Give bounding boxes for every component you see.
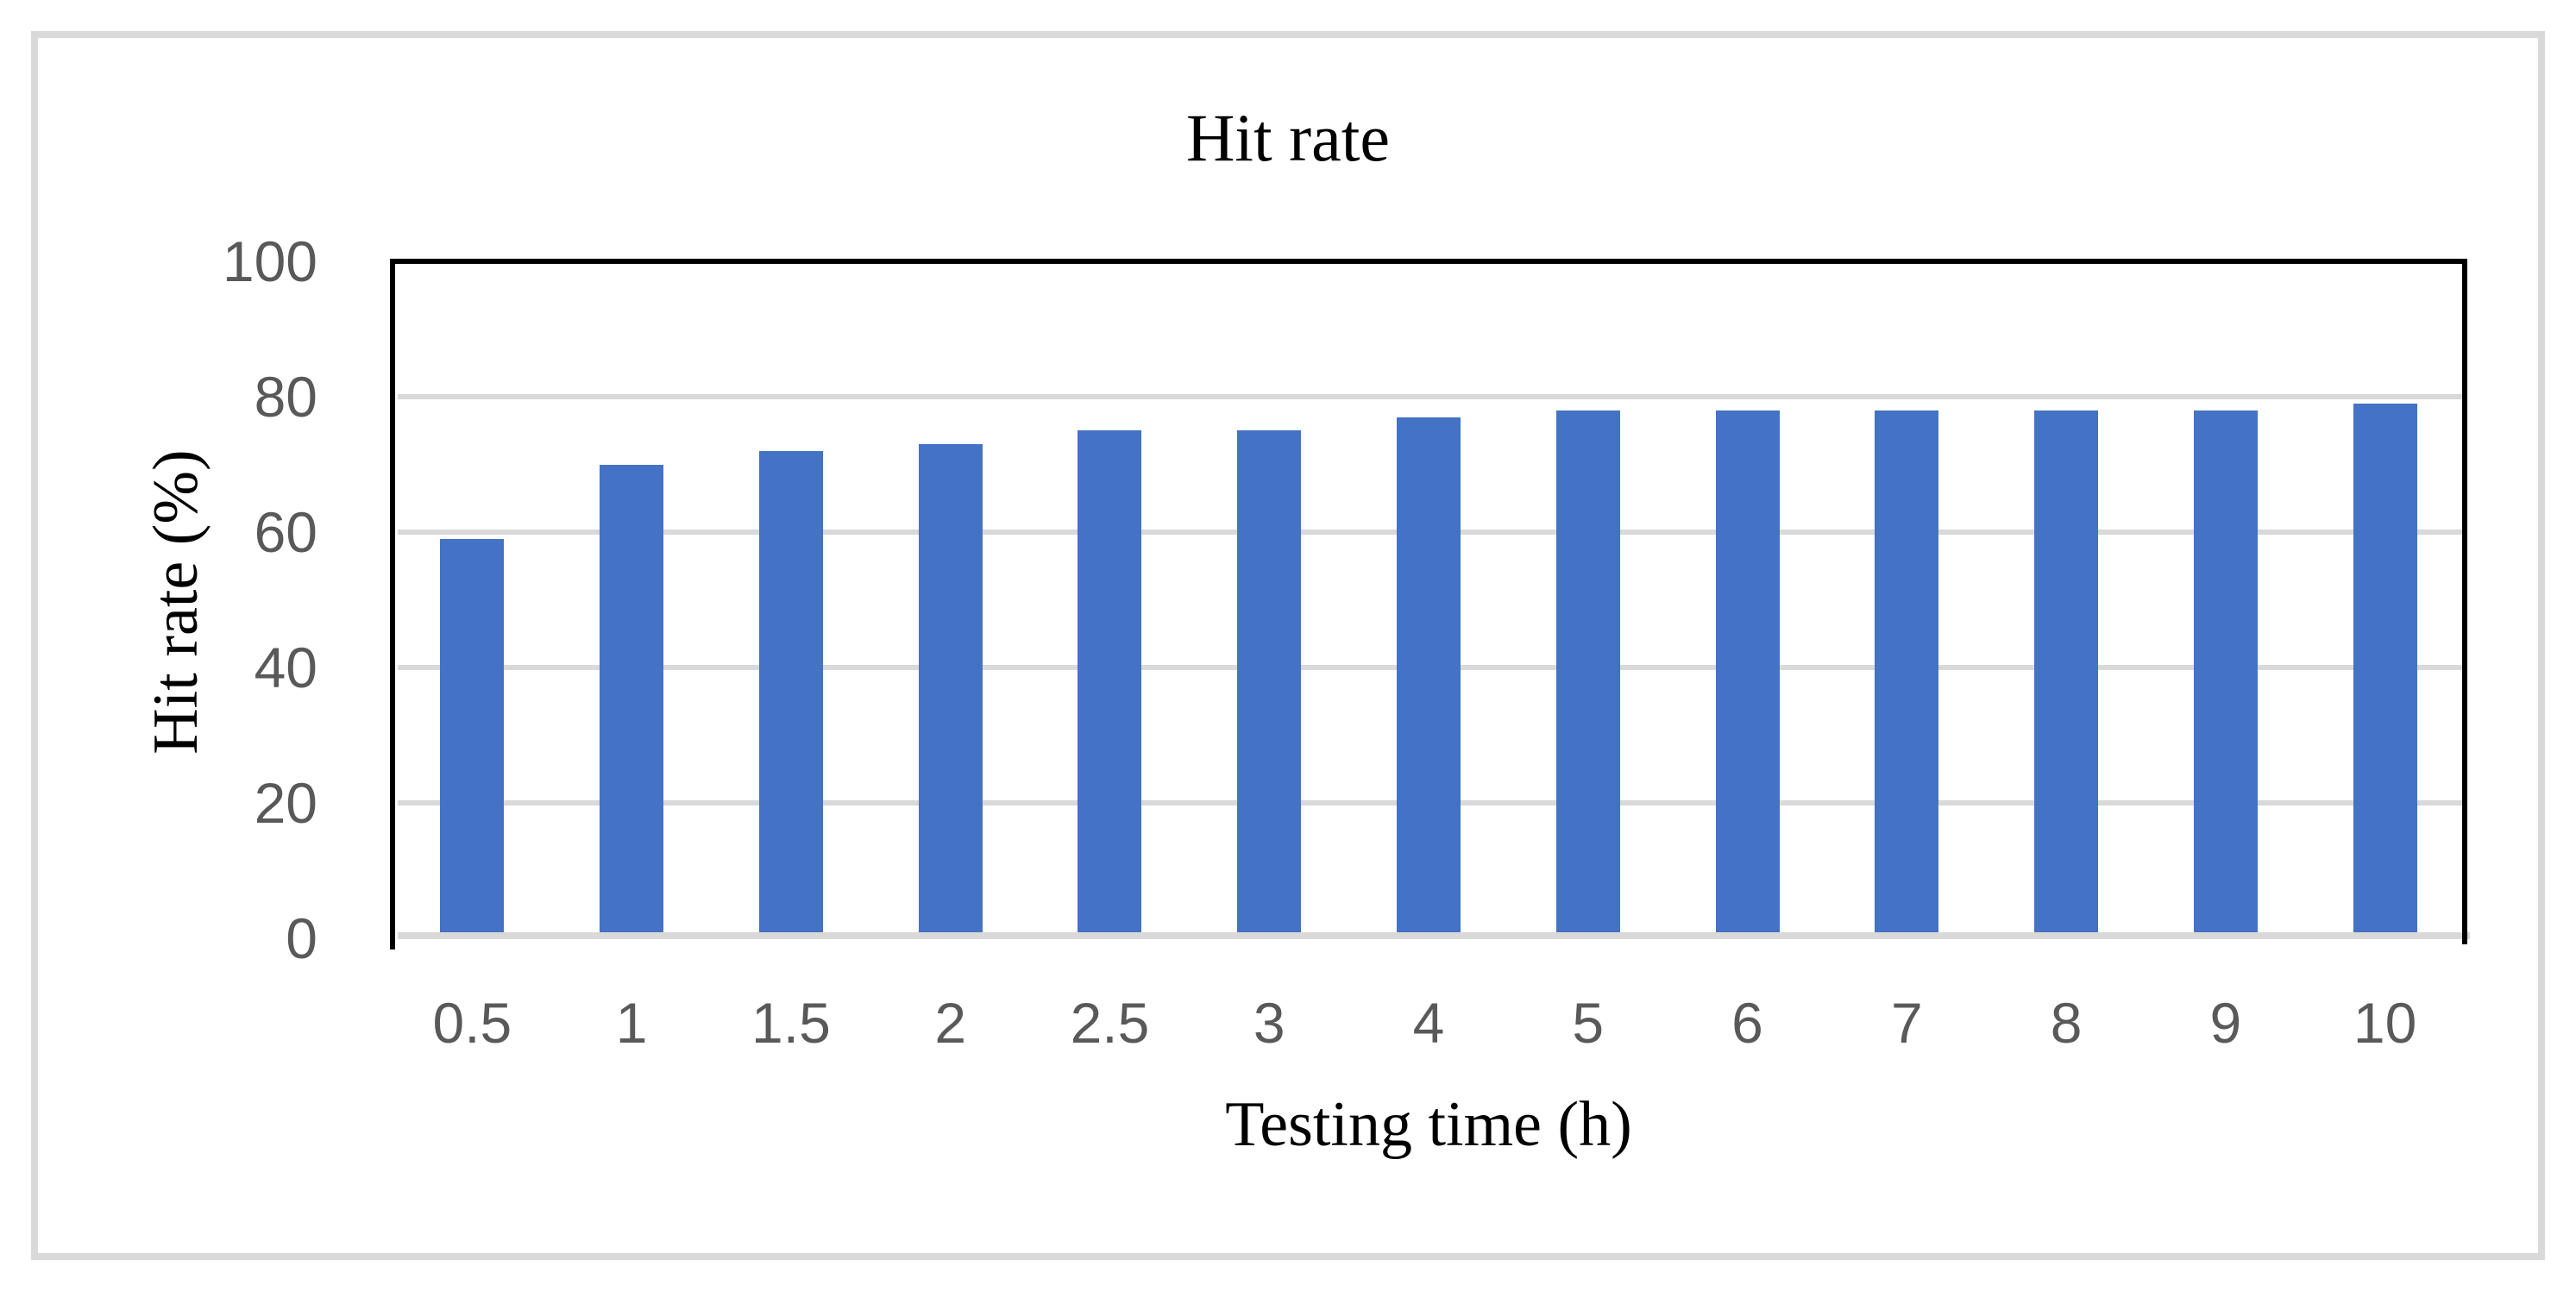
y-tick-label-80: 80 xyxy=(254,365,317,429)
bar-8 xyxy=(2034,410,2099,932)
x-tick-label-5: 5 xyxy=(1572,991,1605,1055)
plot-frame-right xyxy=(2462,259,2467,944)
figure-border xyxy=(31,31,2545,1260)
y-axis-title: Hit rate (%) xyxy=(141,449,211,755)
x-tick-label-1.5: 1.5 xyxy=(751,991,831,1055)
x-tick-label-9: 9 xyxy=(2209,991,2242,1055)
bar-9 xyxy=(2193,410,2258,932)
bar-4 xyxy=(1397,417,1461,932)
plot-frame-top xyxy=(390,259,2467,264)
y-tick-label-20: 20 xyxy=(254,771,317,835)
bar-10 xyxy=(2353,403,2417,932)
bar-2 xyxy=(918,443,983,932)
y-tick-label-0: 0 xyxy=(286,906,317,970)
x-tick-label-7: 7 xyxy=(1890,991,1923,1055)
x-tick-label-4: 4 xyxy=(1412,991,1445,1055)
bar-1 xyxy=(600,464,664,932)
y-tick-label-100: 100 xyxy=(222,229,317,293)
bar-2.5 xyxy=(1078,430,1142,932)
bar-1.5 xyxy=(758,450,823,932)
plot-frame-left xyxy=(390,259,395,949)
chart-title: Hit rate xyxy=(1185,100,1391,175)
x-tick-label-6: 6 xyxy=(1731,991,1763,1055)
y-tick-label-40: 40 xyxy=(254,636,317,699)
x-tick-label-2: 2 xyxy=(934,991,967,1055)
x-tick-label-3: 3 xyxy=(1253,991,1285,1055)
gridline-80 xyxy=(398,394,2465,399)
y-tick-label-60: 60 xyxy=(254,500,317,564)
bar-7 xyxy=(1875,410,1939,932)
x-axis-title: Testing time (h) xyxy=(1225,1089,1632,1160)
bar-0.5 xyxy=(440,538,505,932)
bar-5 xyxy=(1555,410,1620,932)
x-tick-label-1: 1 xyxy=(615,991,648,1055)
x-axis-line xyxy=(398,932,2470,939)
x-tick-label-8: 8 xyxy=(2050,991,2083,1055)
bar-6 xyxy=(1715,410,1780,932)
x-tick-label-10: 10 xyxy=(2353,991,2417,1055)
x-tick-label-0.5: 0.5 xyxy=(432,991,512,1055)
bar-3 xyxy=(1237,430,1302,932)
x-tick-label-2.5: 2.5 xyxy=(1070,991,1150,1055)
